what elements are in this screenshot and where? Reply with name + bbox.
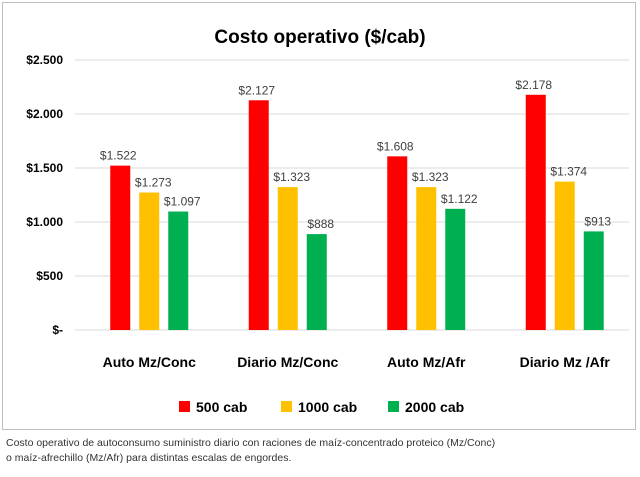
bar xyxy=(583,231,604,330)
bar xyxy=(110,165,131,330)
bar-chart: Costo operativo ($/cab) $- $500 $1.000 $1.5… xyxy=(26,27,629,415)
y-tick-label: $- xyxy=(52,323,63,337)
x-axis-ticks: Auto Mz/Conc Diario Mz/Conc Auto Mz/Afr Dia… xyxy=(103,354,611,370)
y-tick-label: $2.500 xyxy=(26,53,63,67)
legend: 500 cab 1000 cab 2000 cab xyxy=(179,399,464,415)
bars xyxy=(110,94,604,330)
y-tick-label: $1.000 xyxy=(26,215,63,229)
bar xyxy=(168,211,189,330)
figure-caption: Costo operativo de autoconsumo suministr… xyxy=(6,436,634,466)
data-label: $1.097 xyxy=(164,195,201,209)
bar xyxy=(554,181,575,330)
bar xyxy=(445,208,466,330)
y-tick-label: $2.000 xyxy=(26,107,63,121)
legend-label: 1000 cab xyxy=(298,399,357,415)
x-tick-label: Auto Mz/Afr xyxy=(387,354,466,370)
data-label: $1.374 xyxy=(550,165,587,179)
x-tick-label: Diario Mz /Afr xyxy=(520,354,611,370)
bar xyxy=(277,187,298,330)
x-tick-label: Diario Mz/Conc xyxy=(237,354,338,370)
x-tick-label: Auto Mz/Conc xyxy=(103,354,197,370)
data-labels: $1.522 $1.273 $1.097 $2.127 $1.323 $888 $1.608… xyxy=(100,78,612,231)
caption-line-1: Costo operativo de autoconsumo suministr… xyxy=(6,437,496,449)
data-label: $2.127 xyxy=(238,83,275,97)
chart-title: Costo operativo ($/cab) xyxy=(214,27,425,48)
legend-swatch xyxy=(388,401,399,412)
legend-swatch xyxy=(281,401,292,412)
legend-label: 500 cab xyxy=(196,399,247,415)
bar xyxy=(248,100,269,330)
data-label: $1.273 xyxy=(135,176,172,190)
y-tick-label: $1.500 xyxy=(26,161,63,175)
data-label: $1.608 xyxy=(377,139,414,153)
data-label: $2.178 xyxy=(515,78,552,92)
chart-frame: Costo operativo ($/cab) $- $500 $1.000 $1.5… xyxy=(2,2,636,430)
data-label: $1.122 xyxy=(441,192,478,206)
data-label: $888 xyxy=(307,217,334,231)
bar xyxy=(387,156,408,330)
legend-swatch xyxy=(179,401,190,412)
bar xyxy=(525,94,546,330)
bar xyxy=(416,187,437,330)
bar xyxy=(306,234,327,330)
bar xyxy=(139,192,160,330)
legend-label: 2000 cab xyxy=(405,399,464,415)
data-label: $1.323 xyxy=(412,170,449,184)
y-axis-ticks: $- $500 $1.000 $1.500 $2.000 $2.500 xyxy=(26,53,63,337)
y-tick-label: $500 xyxy=(36,269,63,283)
data-label: $1.522 xyxy=(100,149,137,163)
data-label: $1.323 xyxy=(273,170,310,184)
data-label: $913 xyxy=(584,214,611,228)
caption-line-2: o maíz-afrechillo (Mz/Afr) para distinta… xyxy=(6,452,292,464)
